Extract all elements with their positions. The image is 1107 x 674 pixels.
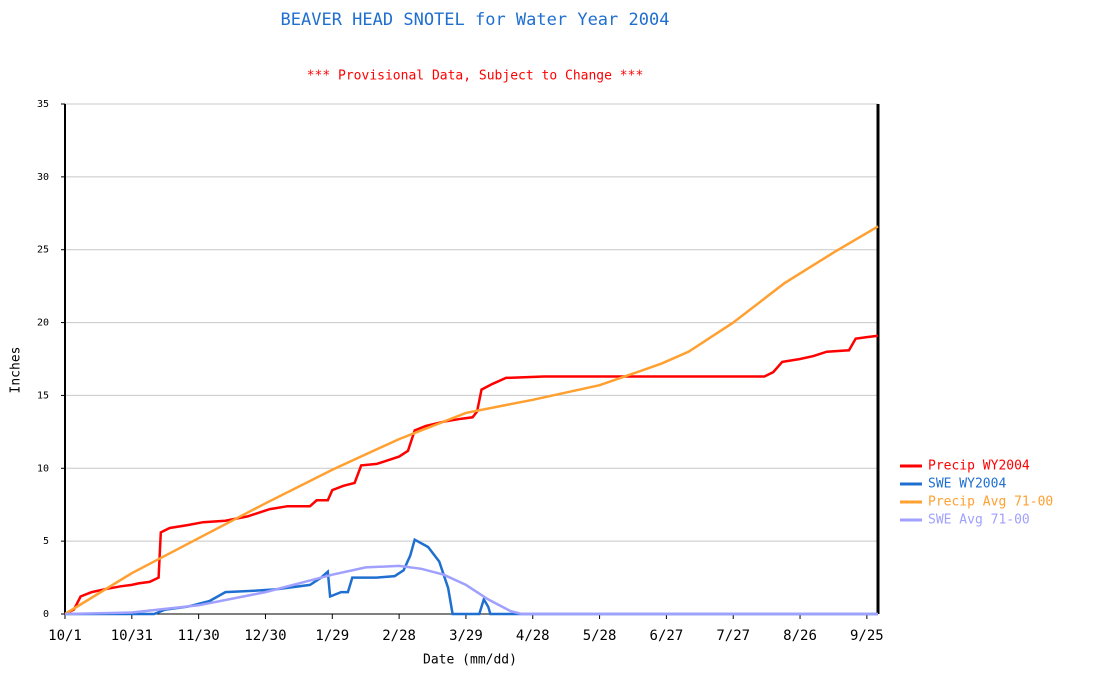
x-tick-label: 5/28 [583, 628, 617, 644]
chart-subtitle: *** Provisional Data, Subject to Change … [307, 69, 644, 84]
x-tick-label: 3/29 [449, 628, 483, 644]
y-tick-label: 25 [37, 245, 49, 256]
legend-label: SWE Avg 71-00 [928, 513, 1030, 528]
y-tick-label: 0 [43, 609, 49, 620]
x-tick-label: 4/28 [516, 628, 550, 644]
x-tick-label: 7/27 [716, 628, 750, 644]
legend-label: Precip WY2004 [928, 459, 1030, 474]
x-tick-label: 12/30 [244, 628, 286, 644]
y-tick-label: 30 [37, 172, 49, 183]
x-tick-label: 11/30 [178, 628, 220, 644]
series-line [64, 334, 879, 616]
x-tick-label: 10/31 [111, 628, 153, 644]
y-axis-label: Inches [9, 347, 24, 394]
chart-title: BEAVER HEAD SNOTEL for Water Year 2004 [281, 10, 670, 30]
x-tick-label: 10/1 [48, 628, 82, 644]
y-tick-label: 35 [37, 99, 49, 110]
series-line [64, 564, 878, 616]
legend-label: SWE WY2004 [928, 477, 1006, 492]
x-tick-label: 8/26 [783, 628, 817, 644]
y-tick-label: 15 [37, 390, 49, 401]
x-tick-label: 1/29 [315, 628, 349, 644]
series-line [64, 225, 879, 616]
series-line [65, 537, 878, 616]
x-axis-label: Date (mm/dd) [423, 653, 517, 668]
x-tick-label: 2/28 [382, 628, 416, 644]
y-tick-label: 10 [37, 463, 49, 474]
x-tick-label: 6/27 [650, 628, 684, 644]
legend-label: Precip Avg 71-00 [928, 495, 1053, 510]
y-tick-label: 20 [37, 318, 49, 329]
y-tick-label: 5 [43, 536, 49, 547]
x-tick-label: 9/25 [850, 628, 884, 644]
